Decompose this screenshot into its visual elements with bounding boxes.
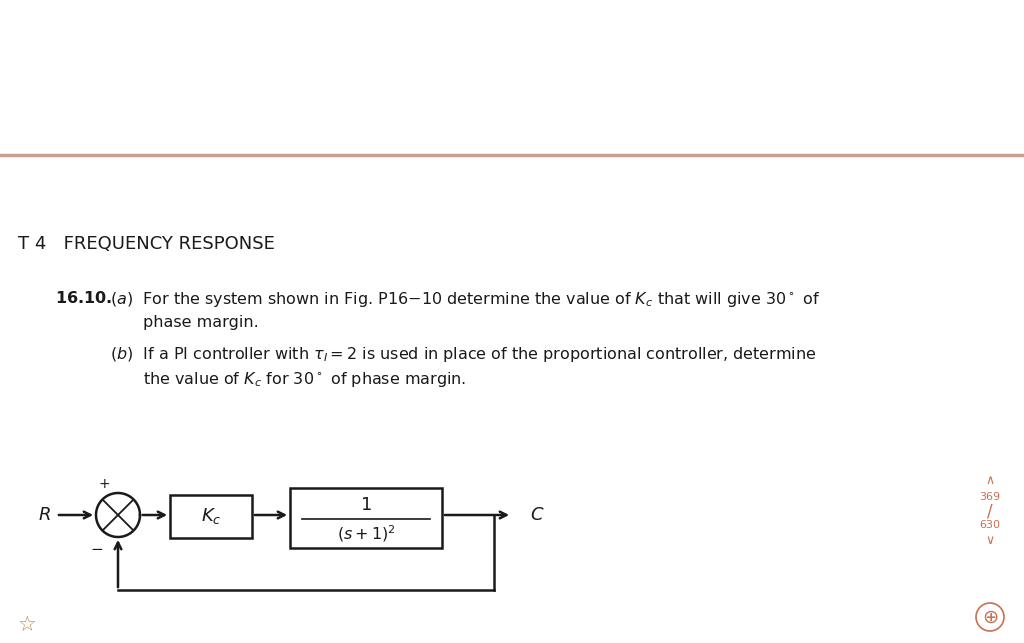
Text: $R$: $R$ [38,506,51,524]
Text: ∨: ∨ [985,534,994,547]
Text: $K_c$: $K_c$ [201,507,221,527]
Text: $C$: $C$ [530,506,545,524]
Text: 369: 369 [979,492,1000,502]
Text: $\mathbf{16.10.}$: $\mathbf{16.10.}$ [55,290,112,306]
Text: $(s + 1)^2$: $(s + 1)^2$ [337,523,395,544]
Text: $-$: $-$ [90,540,103,555]
Bar [170,495,252,538]
Text: ⊕: ⊕ [982,608,998,626]
Text: phase margin.: phase margin. [143,315,259,330]
Text: the value of $K_c$ for 30$^\circ$ of phase margin.: the value of $K_c$ for 30$^\circ$ of pha… [143,370,466,389]
Text: $1$: $1$ [360,496,372,514]
Text: ☆: ☆ [18,615,37,635]
Text: /: / [987,502,993,520]
Text: ∧: ∧ [985,473,994,487]
Bar [290,488,442,548]
Text: 630: 630 [980,520,1000,530]
Text: +: + [98,477,110,491]
Text: T 4   FREQUENCY RESPONSE: T 4 FREQUENCY RESPONSE [18,235,274,253]
Text: $(a)$  For the system shown in Fig. P16$-$10 determine the value of $K_c$ that w: $(a)$ For the system shown in Fig. P16$-… [110,290,820,309]
Text: $(b)$  If a PI controller with $\tau_I = 2$ is used in place of the proportional: $(b)$ If a PI controller with $\tau_I = … [110,345,816,364]
